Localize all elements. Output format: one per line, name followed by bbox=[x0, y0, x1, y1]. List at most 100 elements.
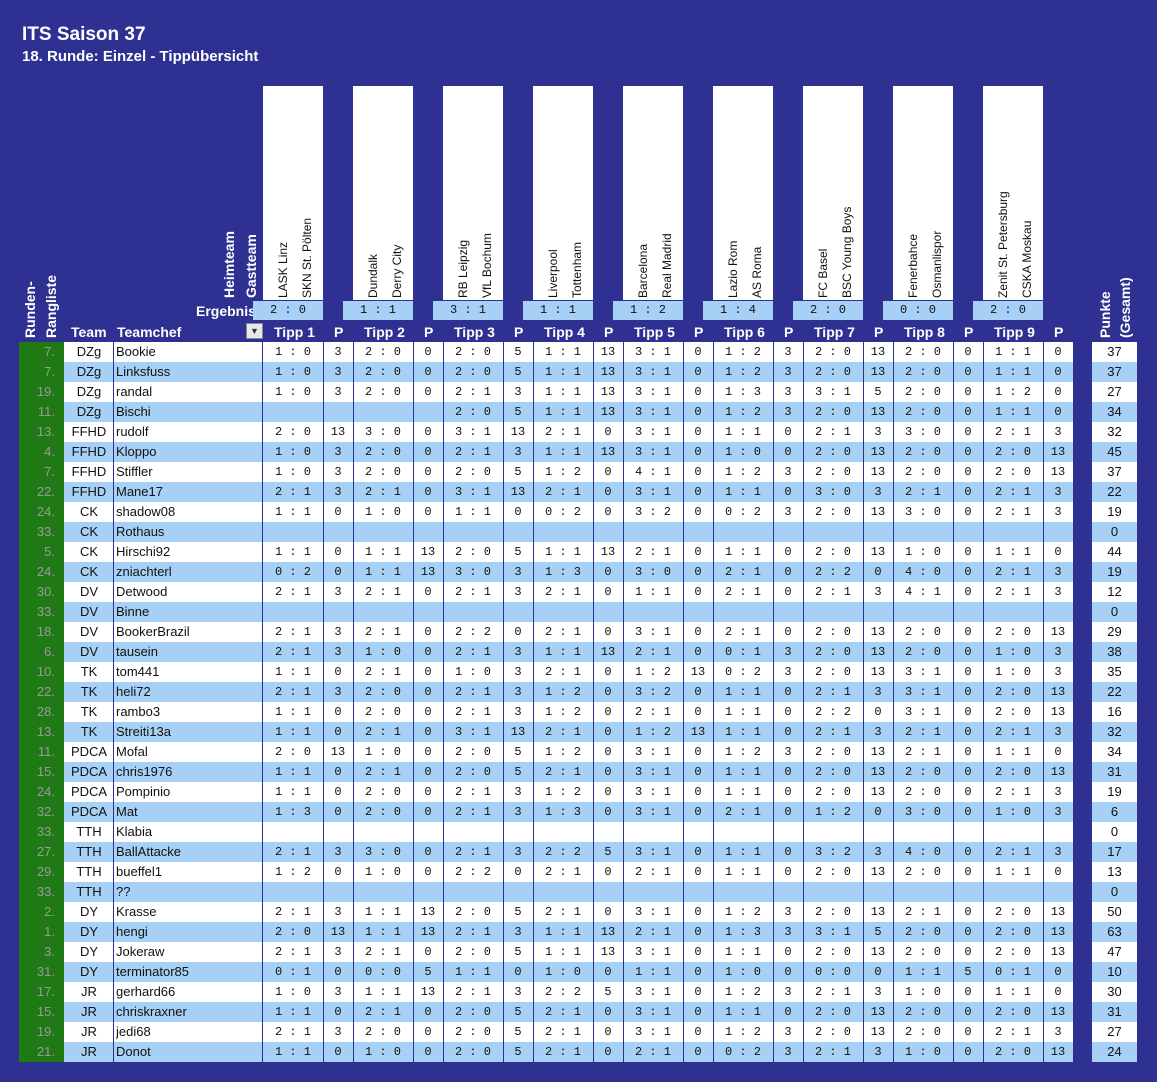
points-cell: 3 bbox=[1054, 665, 1062, 679]
tipp-cell: 2 : 1 bbox=[544, 485, 581, 499]
points-cell bbox=[683, 602, 713, 622]
tipp-cell: 0 : 0 bbox=[364, 965, 401, 979]
points-cell: 0 bbox=[964, 345, 972, 359]
tipp-cell: 2 : 1 bbox=[904, 905, 941, 919]
points-cell: 0 bbox=[334, 1045, 342, 1059]
table-row: PDCA chris1976 1 : 1 0 2 : 1 0 2 : 0 5 2 : 1 0 3 :… bbox=[64, 762, 1073, 782]
tipp-cell bbox=[533, 522, 593, 542]
total-points-row: 37 bbox=[1092, 362, 1137, 382]
total-points-row: 19 bbox=[1092, 502, 1137, 522]
tipp-cell: 0 : 0 bbox=[814, 965, 851, 979]
points-cell bbox=[503, 522, 533, 542]
total-points-value: 12 bbox=[1107, 584, 1122, 599]
rank-value: 29. bbox=[36, 864, 55, 879]
teamchef-cell: chriskraxner bbox=[116, 1004, 187, 1019]
points-cell: 3 bbox=[514, 665, 522, 679]
points-cell bbox=[503, 882, 533, 902]
teamchef-cell: Hirschi92 bbox=[116, 544, 171, 559]
points-cell: 0 bbox=[604, 765, 612, 779]
tipp-cell: 1 : 2 bbox=[274, 865, 311, 879]
total-points-row: 34 bbox=[1092, 742, 1137, 762]
match-result: 2 : 0 bbox=[253, 301, 323, 320]
rank-value: 30. bbox=[36, 584, 55, 599]
tipp-cell: 2 : 1 bbox=[994, 725, 1031, 739]
total-points-row: 0 bbox=[1092, 822, 1137, 842]
total-points-row: 32 bbox=[1092, 722, 1137, 742]
team-cell: TTH bbox=[76, 884, 102, 899]
points-cell: 3 bbox=[1054, 505, 1062, 519]
table-row: DV Binne bbox=[64, 602, 1073, 622]
points-cell: 0 bbox=[784, 845, 792, 859]
tipp-cell: 2 : 0 bbox=[274, 425, 311, 439]
tipp-cell bbox=[893, 602, 953, 622]
points-cell: 0 bbox=[1054, 985, 1062, 999]
tipp-cell bbox=[533, 822, 593, 842]
points-cell: 0 bbox=[334, 785, 342, 799]
match-result: 2 : 0 bbox=[793, 301, 863, 320]
total-points-value: 44 bbox=[1107, 544, 1122, 559]
tipp-cell: 1 : 1 bbox=[364, 545, 401, 559]
teamchef-cell: zniachterl bbox=[116, 564, 172, 579]
total-points-row: 30 bbox=[1092, 982, 1137, 1002]
points-cell: 13 bbox=[420, 925, 436, 939]
column-divider bbox=[803, 342, 804, 1062]
tipp-cell: 2 : 1 bbox=[364, 1005, 401, 1019]
points-cell: 13 bbox=[1050, 945, 1066, 959]
points-cell: 0 bbox=[604, 705, 612, 719]
rank-value: 24. bbox=[36, 564, 55, 579]
tipp-cell: 2 : 0 bbox=[994, 445, 1031, 459]
home-team-name: Zenit St. Petersburg bbox=[996, 191, 1010, 298]
points-cell: 13 bbox=[870, 1025, 886, 1039]
tipp-cell: 1 : 0 bbox=[544, 965, 581, 979]
teamchef-cell: hengi bbox=[116, 924, 148, 939]
total-points-row: 31 bbox=[1092, 1002, 1137, 1022]
points-cell: 5 bbox=[874, 385, 882, 399]
home-team-name: Fenerbahce bbox=[906, 233, 920, 298]
tipp-cell: 1 : 1 bbox=[544, 945, 581, 959]
points-cell bbox=[323, 822, 353, 842]
rank-value: 1. bbox=[44, 924, 55, 939]
tipp-header: Tipp 4 bbox=[544, 324, 585, 340]
rank-value: 22. bbox=[36, 484, 55, 499]
points-cell: 0 bbox=[694, 505, 702, 519]
points-cell: 0 bbox=[334, 665, 342, 679]
points-cell: 0 bbox=[424, 365, 432, 379]
points-cell: 13 bbox=[870, 545, 886, 559]
points-cell: 0 bbox=[874, 565, 882, 579]
tipp-cell: 2 : 0 bbox=[814, 405, 851, 419]
rank-value: 31. bbox=[36, 964, 55, 979]
points-cell: 0 bbox=[964, 585, 972, 599]
points-cell: 0 bbox=[334, 565, 342, 579]
tipp-cell: 2 : 1 bbox=[904, 485, 941, 499]
tipp-cell: 3 : 1 bbox=[634, 405, 671, 419]
match-header-3 bbox=[443, 86, 503, 300]
points-cell: 3 bbox=[874, 725, 882, 739]
points-cell: 0 bbox=[964, 405, 972, 419]
points-cell: 13 bbox=[870, 625, 886, 639]
points-cell bbox=[773, 822, 803, 842]
teamchef-cell: ?? bbox=[116, 884, 131, 899]
tipp-cell bbox=[443, 522, 503, 542]
points-cell: 3 bbox=[1054, 845, 1062, 859]
tipp-cell: 2 : 0 bbox=[904, 785, 941, 799]
tipp-cell: 1 : 1 bbox=[274, 705, 311, 719]
tipp-cell bbox=[623, 822, 683, 842]
tipp-cell: 1 : 1 bbox=[274, 505, 311, 519]
tipp-cell: 3 : 1 bbox=[634, 385, 671, 399]
tipp-cell: 1 : 0 bbox=[364, 745, 401, 759]
tipp-cell: 3 : 1 bbox=[634, 845, 671, 859]
tipp-cell bbox=[353, 602, 413, 622]
column-divider bbox=[593, 342, 594, 1062]
points-cell bbox=[323, 882, 353, 902]
tipp-cell: 3 : 0 bbox=[634, 565, 671, 579]
points-cell: 0 bbox=[604, 1045, 612, 1059]
points-cell: 5 bbox=[514, 765, 522, 779]
points-cell: 0 bbox=[964, 445, 972, 459]
filter-dropdown-button[interactable]: ▼ bbox=[246, 323, 263, 339]
column-divider bbox=[713, 342, 714, 1062]
points-cell: 0 bbox=[964, 685, 972, 699]
tipp-cell: 1 : 1 bbox=[724, 765, 761, 779]
points-cell: 3 bbox=[514, 565, 522, 579]
column-divider bbox=[353, 342, 354, 1062]
points-cell: 0 bbox=[964, 1005, 972, 1019]
